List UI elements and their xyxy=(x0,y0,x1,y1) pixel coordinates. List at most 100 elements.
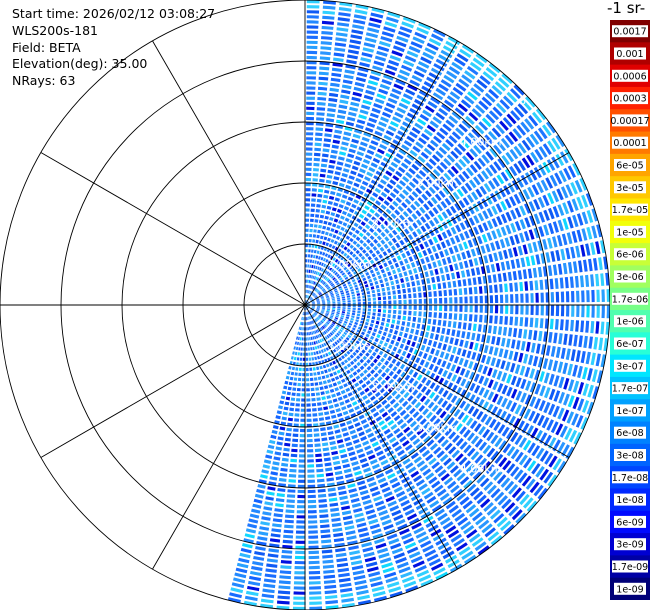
ray-bin xyxy=(448,247,454,255)
ray-bin xyxy=(486,335,491,344)
ray-bin xyxy=(333,465,342,471)
ray-bin xyxy=(331,323,335,327)
ray-bin xyxy=(486,431,495,442)
ray-bin xyxy=(472,470,483,480)
ray-bin xyxy=(305,300,307,304)
ray-bin xyxy=(305,269,307,273)
ray-bin xyxy=(297,500,306,504)
ray-bin xyxy=(321,307,326,310)
ray-bin xyxy=(346,369,351,375)
ray-bin xyxy=(511,487,522,499)
ray-bin xyxy=(541,417,550,429)
ray-bin xyxy=(487,484,497,495)
colorbar-label: 0.0003 xyxy=(613,94,646,105)
ray-bin xyxy=(280,467,288,472)
ray-bin xyxy=(514,364,521,375)
ray-bin xyxy=(491,369,498,379)
ray-bin xyxy=(334,317,338,320)
ray-bin xyxy=(446,183,454,192)
ray-bin xyxy=(314,312,318,315)
ray-bin xyxy=(379,216,385,222)
ray-bin xyxy=(312,413,318,417)
ray-bin xyxy=(279,400,285,405)
ray-bin xyxy=(372,312,376,316)
ray-bin xyxy=(340,587,353,593)
ray-bin xyxy=(346,314,350,317)
ray-bin xyxy=(271,466,279,471)
ray-bin xyxy=(344,436,351,442)
ray-bin xyxy=(547,237,553,249)
ray-bin xyxy=(506,91,518,103)
ray-bin xyxy=(320,370,325,375)
ray-bin xyxy=(295,545,306,550)
ray-bin xyxy=(437,421,445,430)
ray-bin xyxy=(317,91,327,96)
ray-bin xyxy=(408,299,412,304)
ray-bin xyxy=(431,276,436,283)
ray-bin xyxy=(474,342,479,351)
ray-bin xyxy=(383,134,392,141)
ray-bin xyxy=(558,170,567,183)
ray-bin xyxy=(449,337,454,345)
ray-bin xyxy=(433,567,446,576)
ray-bin xyxy=(357,259,362,264)
ray-bin xyxy=(344,525,355,531)
ray-bin xyxy=(447,345,452,353)
ray-bin xyxy=(343,383,348,388)
ray-bin xyxy=(371,586,385,592)
ray-bin xyxy=(548,455,558,468)
ray-bin xyxy=(345,337,350,341)
ray-bin xyxy=(346,254,351,259)
ray-bin xyxy=(463,313,468,321)
colorbar-label: 3e-06 xyxy=(616,272,643,283)
ray-bin xyxy=(344,329,349,333)
ray-bin xyxy=(265,454,273,459)
ray-bin xyxy=(410,555,423,564)
ray-bin xyxy=(382,174,390,181)
ray-bin xyxy=(387,97,398,105)
ray-bin xyxy=(341,141,349,146)
ray-bin xyxy=(306,306,309,309)
ray-bin xyxy=(322,401,327,406)
ray-bin xyxy=(509,196,517,207)
ray-bin xyxy=(319,509,328,513)
ray-bin xyxy=(361,136,370,143)
ray-bin xyxy=(457,322,462,329)
ray-bin xyxy=(292,433,299,437)
ray-bin xyxy=(334,376,340,381)
ray-bin xyxy=(475,515,487,526)
ray-bin xyxy=(365,380,371,386)
ray-bin xyxy=(451,111,462,121)
ray-bin xyxy=(278,431,285,436)
ray-bin xyxy=(563,393,570,406)
ray-bin xyxy=(340,94,350,100)
ray-bin xyxy=(332,285,336,288)
ray-bin xyxy=(307,311,309,315)
ray-bin xyxy=(371,107,381,114)
ray-bin xyxy=(303,317,305,321)
ray-bin xyxy=(271,429,278,435)
ray-bin xyxy=(361,265,366,270)
ray-bin xyxy=(314,382,319,386)
ray-bin xyxy=(337,330,342,335)
ray-bin xyxy=(427,263,432,270)
ray-bin xyxy=(312,293,316,297)
ray-bin xyxy=(435,112,445,121)
colorbar-label: 6e-06 xyxy=(616,250,643,261)
ray-bin xyxy=(560,186,569,199)
ray-bin xyxy=(334,171,341,176)
ray-bin xyxy=(504,316,508,325)
ray-bin xyxy=(300,413,306,417)
ray-bin xyxy=(363,94,374,101)
ray-bin xyxy=(570,319,574,332)
ray-bin xyxy=(337,567,350,573)
ray-bin xyxy=(582,383,589,396)
ray-bin xyxy=(513,328,518,338)
ray-bin xyxy=(341,294,345,297)
ray-bin xyxy=(288,366,292,370)
ray-bin xyxy=(370,407,377,413)
ray-bin xyxy=(306,127,314,131)
ray-bin xyxy=(574,275,579,288)
ray-bin xyxy=(411,126,421,135)
ray-bin xyxy=(414,159,423,167)
